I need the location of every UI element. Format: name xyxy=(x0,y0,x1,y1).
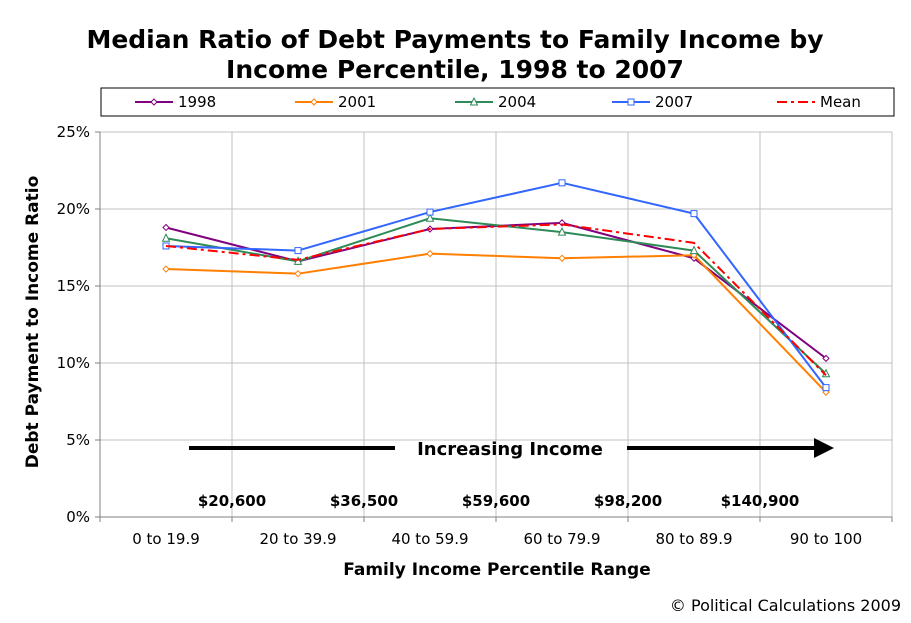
legend-item-2007: 2007 xyxy=(612,93,693,111)
data-point-2004 xyxy=(293,256,303,265)
income-threshold-label: $20,600 xyxy=(198,492,266,510)
legend-marker xyxy=(150,98,158,106)
legend-marker xyxy=(310,98,318,106)
y-tick-label: 20% xyxy=(57,200,90,218)
income-threshold-label: $140,900 xyxy=(721,492,800,510)
legend: 1998 2001 2004 2007 Mean xyxy=(135,93,861,111)
income-threshold-label: $36,500 xyxy=(330,492,398,510)
data-point-1998 xyxy=(162,223,170,232)
legend-label: 1998 xyxy=(178,93,216,111)
y-tick-label: 0% xyxy=(66,508,90,526)
arrow-label: Increasing Income xyxy=(417,439,603,460)
chart-title-line-1: Median Ratio of Debt Payments to Family … xyxy=(86,25,823,54)
data-point-2007 xyxy=(294,247,302,255)
legend-item-1998: 1998 xyxy=(135,93,216,111)
series-2001 xyxy=(162,249,830,396)
series-2007 xyxy=(162,179,830,392)
legend-marker xyxy=(627,98,635,106)
legend-item-2001: 2001 xyxy=(295,93,376,111)
series-line-mean xyxy=(165,223,827,377)
y-tick-label: 25% xyxy=(57,123,90,141)
legend-item-mean: Mean xyxy=(777,93,861,111)
series-group xyxy=(161,179,831,396)
data-point-2007 xyxy=(558,179,566,187)
y-tick-label: 15% xyxy=(57,277,90,295)
x-tick-label: 20 to 39.9 xyxy=(259,530,336,548)
legend-label: 2001 xyxy=(338,93,376,111)
x-tick-label: 80 to 89.9 xyxy=(655,530,732,548)
data-point-2004 xyxy=(161,233,171,242)
gridlines xyxy=(100,131,893,517)
data-point-2007 xyxy=(426,208,434,216)
x-axis-ticks: 0 to 19.9 20 to 39.9 40 to 59.9 60 to 79.9 8… xyxy=(99,517,893,548)
y-tick-label: 5% xyxy=(66,431,90,449)
income-thresholds: $20,600 $36,500 $59,600 $98,200 $140,900 xyxy=(198,492,800,510)
x-tick-label: 0 to 19.9 xyxy=(132,530,200,548)
y-axis-title: Debt Payment to Income Ratio xyxy=(23,176,43,469)
data-point-2004 xyxy=(425,213,435,222)
legend-box xyxy=(100,87,895,117)
legend-label: 2007 xyxy=(655,93,693,111)
chart-title-line-2: Income Percentile, 1998 to 2007 xyxy=(226,55,684,84)
data-point-2001 xyxy=(558,254,566,262)
legend-label: Mean xyxy=(820,93,861,111)
data-point-2007 xyxy=(690,210,698,218)
data-point-2004 xyxy=(689,245,699,255)
data-point-2004 xyxy=(557,226,567,236)
data-point-2001 xyxy=(426,249,434,258)
y-axis-ticks: 0% 5% 10% 15% 20% 25% xyxy=(57,123,100,526)
income-threshold-label: $98,200 xyxy=(594,492,662,510)
data-point-1998 xyxy=(822,354,830,363)
legend-item-2004: 2004 xyxy=(455,93,536,111)
series-mean xyxy=(165,223,827,377)
x-tick-label: 40 to 59.9 xyxy=(391,530,468,548)
legend-marker xyxy=(469,96,479,106)
x-axis-title: Family Income Percentile Range xyxy=(343,560,650,580)
legend-label: 2004 xyxy=(498,93,536,111)
data-point-2007 xyxy=(822,384,830,392)
credit: © Political Calculations 2009 xyxy=(670,596,901,615)
income-threshold-label: $59,600 xyxy=(462,492,530,510)
series-line-2007 xyxy=(165,181,827,389)
series-line-2001 xyxy=(165,252,827,393)
x-tick-label: 90 to 100 xyxy=(790,530,862,548)
data-point-2001 xyxy=(294,269,302,278)
x-tick-label: 60 to 79.9 xyxy=(523,530,600,548)
y-tick-label: 10% xyxy=(57,354,90,372)
increasing-income-arrow: Increasing Income xyxy=(189,438,834,460)
arrow-head-icon xyxy=(814,438,834,458)
data-point-2001 xyxy=(162,265,170,273)
